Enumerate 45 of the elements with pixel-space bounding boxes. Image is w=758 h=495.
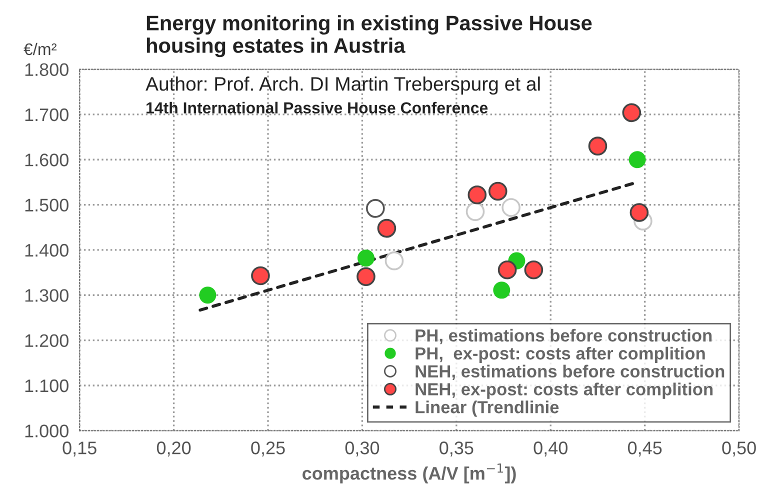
x-tick-label: 0,35: [440, 442, 474, 456]
y-axis-title: €/m²: [24, 42, 57, 56]
legend-label: PH, ex-post: costs after complition: [416, 346, 705, 363]
point: [630, 203, 649, 222]
legend-label: Linear (Trendlinie: [416, 400, 559, 417]
point: [357, 250, 374, 267]
y-tick-label: 1.400: [25, 244, 68, 257]
legend-label: NEH, estimations before construction: [416, 364, 724, 380]
point: [524, 260, 544, 280]
point: [622, 103, 642, 122]
point: [384, 251, 404, 270]
point: [498, 260, 517, 280]
point: [502, 198, 520, 217]
y-tick-label: 1.100: [25, 379, 68, 392]
point: [377, 218, 396, 238]
x-tick-label: 0,40: [534, 442, 568, 456]
x-tick-label: 0,50: [722, 442, 756, 456]
y-tick-label: 1.300: [25, 289, 68, 302]
point: [468, 185, 487, 204]
y-tick-label: 1.200: [25, 334, 68, 348]
legend-label: PH, estimations before construction: [416, 328, 712, 344]
point: [199, 286, 216, 304]
x-tick-label: 0,45: [628, 442, 662, 456]
y-tick-label: 1.800: [25, 63, 68, 76]
x-tick-label: 0,30: [345, 442, 380, 456]
legend-label: NEH, ex-post: costs after complition: [416, 382, 713, 399]
point: [588, 136, 608, 156]
y-tick-label: 1.600: [25, 154, 68, 166]
y-tick-label: 1.500: [25, 198, 68, 212]
x-axis-title: compactness (A/V [m$^{−1}$]): [302, 463, 516, 484]
point: [466, 202, 485, 221]
point: [356, 267, 376, 286]
point: [493, 282, 510, 299]
point: [251, 266, 270, 286]
point: [488, 182, 508, 201]
point: [628, 151, 646, 168]
x-tick-label: 0,20: [156, 442, 191, 456]
y-tick-label: 1.000: [25, 424, 68, 438]
annotation: 14th International Passive House Conference: [146, 102, 488, 114]
chart-title: Energy monitoring in existing Passive House housing estates in Austria: [146, 15, 592, 58]
point: [366, 199, 385, 218]
x-tick-label: 0,15: [62, 442, 96, 456]
x-tick-label: 0,25: [251, 442, 285, 456]
y-tick-label: 1.700: [25, 108, 68, 122]
chart-subtitle: Author: Prof. Arch. DI Martin Treberspurg et al: [146, 76, 540, 95]
